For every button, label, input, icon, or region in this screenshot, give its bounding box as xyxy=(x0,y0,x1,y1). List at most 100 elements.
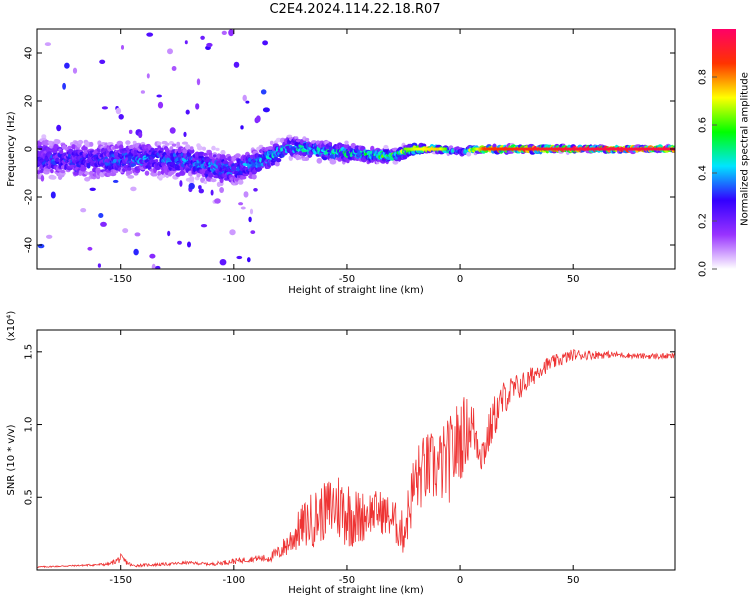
heatmap-cell xyxy=(196,172,201,178)
heatmap-cell xyxy=(198,188,204,194)
heatmap-cell xyxy=(653,147,655,151)
heatmap-cell xyxy=(59,150,64,155)
heatmap-cell xyxy=(219,259,227,266)
heatmap-cell xyxy=(599,147,601,151)
heatmap-cell xyxy=(206,42,213,48)
heatmap-cell xyxy=(592,147,594,151)
heatmap-cell xyxy=(408,147,410,151)
heatmap-cell xyxy=(532,147,534,151)
heatmap-cell xyxy=(229,229,236,236)
colorbar xyxy=(712,29,736,269)
heatmap-cell xyxy=(549,147,551,151)
heatmap-cell xyxy=(157,141,162,146)
heatmap-cell xyxy=(86,163,91,169)
heatmap-cell xyxy=(200,224,208,228)
heatmap-cell xyxy=(598,147,600,151)
heatmap-cell xyxy=(432,147,435,151)
heatmap-cell xyxy=(608,147,610,151)
heatmap-cell xyxy=(642,147,644,151)
heatmap-cell xyxy=(115,107,122,115)
heatmap-cell xyxy=(656,147,659,151)
heatmap-cell xyxy=(197,145,203,151)
heatmap-cell xyxy=(604,147,607,151)
heatmap-cell xyxy=(316,157,323,164)
heatmap-cell xyxy=(231,166,237,171)
heatmap-cell xyxy=(167,230,171,237)
heatmap-cell xyxy=(344,140,349,145)
heatmap-cell xyxy=(574,147,576,151)
heatmap-cell xyxy=(445,147,447,151)
heatmap-cell xyxy=(556,147,558,151)
heatmap-cell xyxy=(569,147,572,151)
heatmap-cell xyxy=(210,178,217,183)
heatmap-cell xyxy=(223,157,228,162)
heatmap-cell xyxy=(650,147,652,151)
heatmap-cell xyxy=(200,35,205,40)
heatmap-cell xyxy=(546,147,548,151)
heatmap-cell xyxy=(429,147,431,151)
heatmap-cell xyxy=(477,147,479,151)
heatmap-cell xyxy=(633,147,635,151)
heatmap-cell xyxy=(236,255,243,260)
heatmap-y-tick-label: -40 xyxy=(24,237,35,253)
heatmap-cell xyxy=(171,66,177,71)
heatmap-cell xyxy=(499,147,502,151)
heatmap-cell xyxy=(591,147,593,151)
heatmap-cell xyxy=(100,221,107,227)
heatmap-cell xyxy=(643,147,645,151)
heatmap-y-tick-label: 20 xyxy=(24,95,35,108)
heatmap-cell xyxy=(593,147,595,151)
heatmap-cell xyxy=(486,147,488,151)
heatmap-cell xyxy=(634,147,636,151)
heatmap-cell xyxy=(43,139,50,146)
heatmap-cell xyxy=(248,216,252,223)
heatmap-cell xyxy=(641,147,643,151)
heatmap-cell xyxy=(501,147,504,151)
heatmap-cell xyxy=(188,182,195,190)
heatmap-cell xyxy=(474,147,477,151)
heatmap-cell xyxy=(547,147,549,151)
heatmap-cell xyxy=(187,241,191,248)
heatmap-cell xyxy=(56,124,62,132)
heatmap-cell xyxy=(118,114,124,120)
heatmap-cell xyxy=(581,147,583,151)
heatmap-cell xyxy=(253,188,258,192)
heatmap-cell xyxy=(524,147,526,151)
heatmap-cell xyxy=(492,147,495,151)
heatmap-cell xyxy=(644,147,646,151)
heatmap-x-tick-label: 50 xyxy=(567,274,580,285)
heatmap-cell xyxy=(611,147,614,151)
heatmap-cell xyxy=(210,189,214,196)
heatmap-cell xyxy=(485,147,487,151)
heatmap-cell xyxy=(101,106,108,110)
heatmap-cell xyxy=(185,109,190,115)
heatmap-cell xyxy=(144,170,150,176)
heatmap-cell xyxy=(568,147,571,151)
heatmap-cell xyxy=(537,147,539,151)
heatmap-cell xyxy=(414,147,417,151)
heatmap-cell xyxy=(636,147,638,151)
heatmap-cell xyxy=(240,125,244,130)
heatmap-cell xyxy=(535,147,538,151)
colorbar-tick-label: 0.2 xyxy=(698,213,709,229)
heatmap-cell xyxy=(171,143,177,147)
heatmap-cell xyxy=(533,147,535,151)
heatmap-cell xyxy=(658,147,660,151)
heatmap-cell xyxy=(233,61,240,68)
heatmap-cell xyxy=(558,147,560,151)
heatmap-cell xyxy=(609,147,611,151)
heatmap-cell xyxy=(471,147,473,151)
snr-frame xyxy=(36,329,676,571)
heatmap-cell xyxy=(188,148,195,154)
heatmap-cell xyxy=(245,100,250,104)
heatmap-cell xyxy=(427,147,429,151)
heatmap-cell xyxy=(179,180,183,187)
heatmap-cell xyxy=(262,107,270,113)
heatmap-cell xyxy=(247,257,251,263)
heatmap-cell xyxy=(286,134,293,138)
heatmap-cell xyxy=(240,175,247,180)
heatmap-cell xyxy=(555,147,557,151)
heatmap-cell xyxy=(583,147,585,151)
snr-y-tick-label: 1.0 xyxy=(24,417,35,433)
heatmap-cell xyxy=(566,147,568,151)
